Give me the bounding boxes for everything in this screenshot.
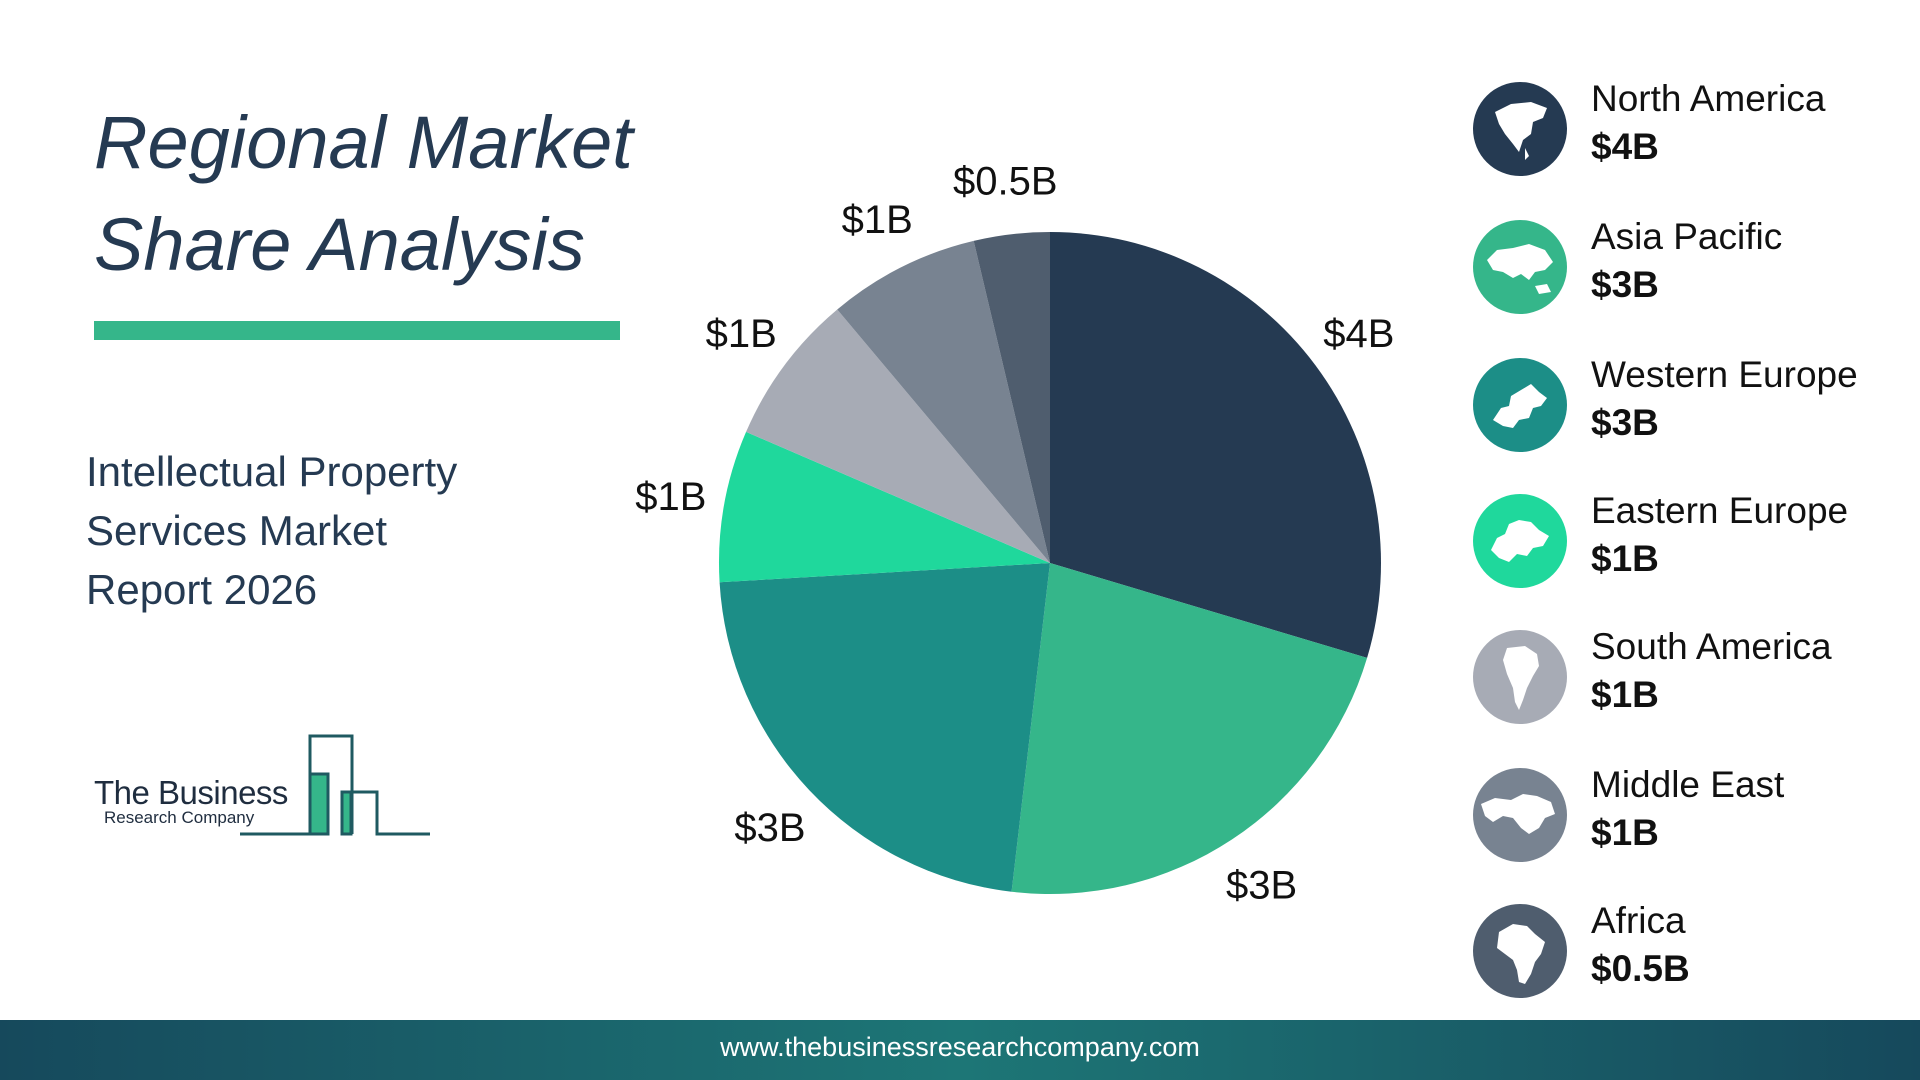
pie-label-middle-east: $1B — [842, 198, 913, 242]
legend-value-western-europe: $3B — [1591, 402, 1659, 443]
pie-slice-middle-east[interactable] — [837, 240, 1050, 564]
legend-item-eastern-europe[interactable]: Eastern Europe $1B — [1473, 490, 1913, 594]
logo-text-line-2: Research Company — [104, 808, 255, 827]
pie-label-north-america: $4B — [1323, 312, 1394, 356]
pie-label-western-europe: $3B — [734, 806, 805, 850]
title-accent-bar — [94, 321, 620, 340]
pie-slice-south-america[interactable] — [746, 309, 1050, 563]
south-america-map-icon — [1473, 630, 1567, 724]
pie-label-africa: $0.5B — [953, 160, 1058, 204]
footer-bar: www.thebusinessresearchcompany.com — [0, 1020, 1920, 1080]
report-subtitle-line-2: Services Market — [86, 507, 388, 554]
pie-slice-africa[interactable] — [973, 231, 1050, 563]
chart-title: Regional Market Share Analysis — [94, 92, 654, 296]
legend-name-eastern-europe: Eastern Europe — [1591, 490, 1849, 531]
pie-slice-north-america[interactable] — [1050, 232, 1381, 658]
pie-slice-western-europe[interactable] — [719, 563, 1050, 892]
legend-item-south-america[interactable]: South America $1B — [1473, 626, 1913, 730]
legend-name-north-america: North America — [1591, 78, 1826, 119]
middle-east-map-icon — [1473, 768, 1567, 862]
logo-text-line-1: The Business — [94, 774, 288, 811]
pie-labels: $4B $3B $3B $1B $1B $1B $0.5B — [635, 160, 1394, 908]
legend-value-africa: $0.5B — [1591, 948, 1690, 989]
eastern-europe-map-icon — [1473, 494, 1567, 588]
western-europe-map-icon — [1473, 358, 1567, 452]
legend-name-western-europe: Western Europe — [1591, 354, 1858, 395]
legend-name-asia-pacific: Asia Pacific — [1591, 216, 1783, 257]
legend-value-north-america: $4B — [1591, 126, 1659, 167]
legend-name-africa: Africa — [1591, 900, 1686, 941]
pie-slice-eastern-europe[interactable] — [718, 431, 1050, 583]
north-america-map-icon — [1473, 82, 1567, 176]
pie-chart: $4B $3B $3B $1B $1B $1B $0.5B — [635, 160, 1394, 908]
legend-name-south-america: South America — [1591, 626, 1832, 667]
pie-label-eastern-europe: $1B — [635, 475, 706, 519]
legend-value-eastern-europe: $1B — [1591, 538, 1659, 579]
logo-buildings-icon — [240, 734, 430, 836]
africa-map-icon — [1473, 904, 1567, 998]
legend-value-middle-east: $1B — [1591, 812, 1659, 853]
legend-item-africa[interactable]: Africa $0.5B — [1473, 900, 1913, 1004]
pie-label-asia-pacific: $3B — [1226, 864, 1297, 908]
legend-item-north-america[interactable]: North America $4B — [1473, 78, 1913, 182]
legend-item-western-europe[interactable]: Western Europe $3B — [1473, 354, 1913, 458]
asia-pacific-map-icon — [1473, 220, 1567, 314]
legend-value-south-america: $1B — [1591, 674, 1659, 715]
chart-title-line-2: Share Analysis — [94, 203, 585, 286]
pie-slices — [718, 231, 1381, 894]
footer-url[interactable]: www.thebusinessresearchcompany.com — [720, 1032, 1200, 1062]
pie-slice-asia-pacific[interactable] — [1011, 563, 1368, 894]
pie-label-south-america: $1B — [706, 312, 777, 356]
chart-title-line-1: Regional Market — [94, 101, 633, 184]
report-subtitle-line-1: Intellectual Property — [86, 448, 458, 495]
company-logo: The Business Research Company — [92, 728, 438, 838]
report-subtitle: Intellectual Property Services Market Re… — [86, 442, 556, 619]
legend-value-asia-pacific: $3B — [1591, 264, 1659, 305]
legend-name-middle-east: Middle East — [1591, 764, 1785, 805]
report-subtitle-line-3: Report 2026 — [86, 566, 318, 613]
legend-item-asia-pacific[interactable]: Asia Pacific $3B — [1473, 216, 1913, 320]
legend-item-middle-east[interactable]: Middle East $1B — [1473, 764, 1913, 868]
